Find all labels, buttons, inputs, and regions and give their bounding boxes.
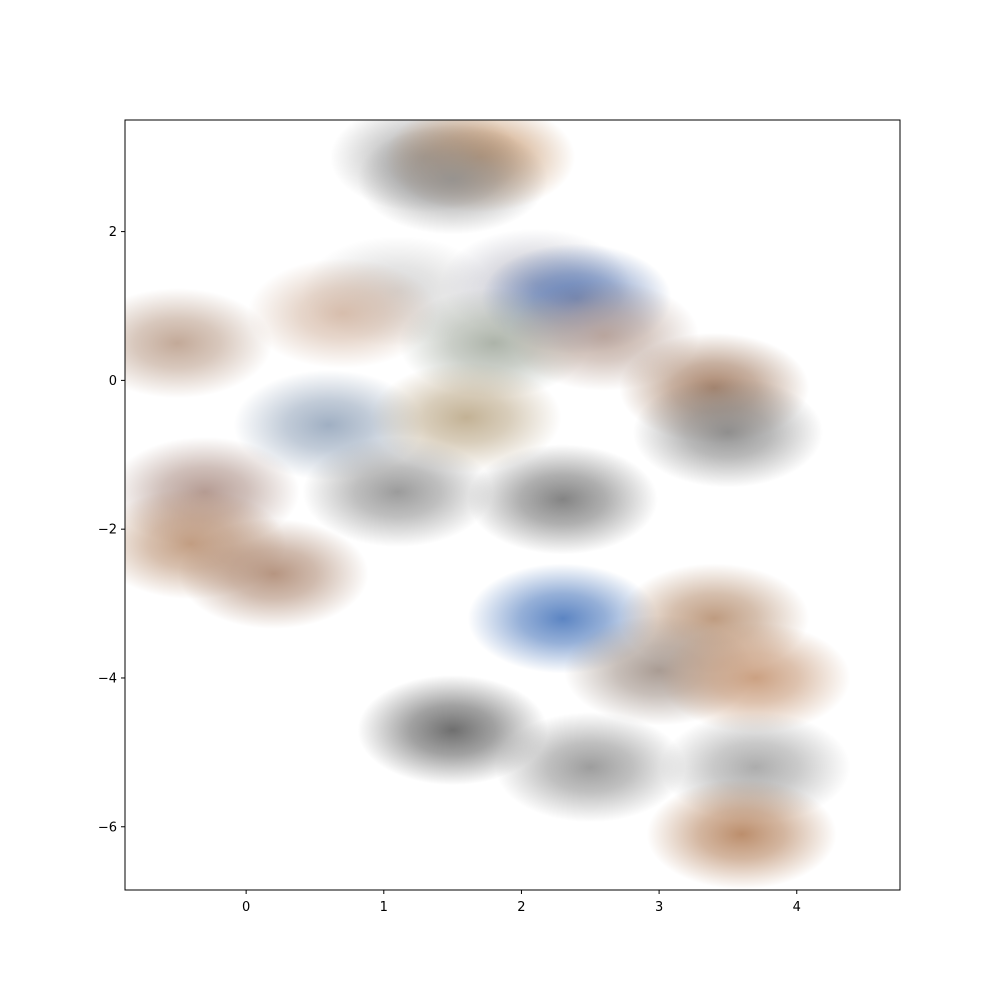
data-point [467,444,658,555]
data-point [495,712,686,823]
x-tick-label: 3 [655,900,663,915]
x-tick-label: 1 [380,900,388,915]
y-axis: 2 0 −2 −4 −6 [98,225,125,835]
y-tick-label: 2 [109,225,117,240]
y-tick-label: 0 [109,374,117,389]
data-point [247,258,438,369]
data-point [646,779,837,890]
data-point [357,124,548,235]
data-point [632,377,823,488]
data-point [302,436,493,547]
x-axis: 0 1 2 3 4 [242,890,801,915]
data-point [660,622,851,733]
plot-frame [124,119,901,891]
y-tick-label: −4 [98,671,117,686]
y-tick-label: −6 [98,820,117,835]
data-point [125,288,273,399]
data-point [178,518,369,629]
x-tick-label: 4 [793,900,801,915]
x-tick-label: 2 [517,900,525,915]
y-tick-label: −2 [98,523,117,538]
x-tick-label: 0 [242,900,250,915]
points-layer [125,120,851,890]
